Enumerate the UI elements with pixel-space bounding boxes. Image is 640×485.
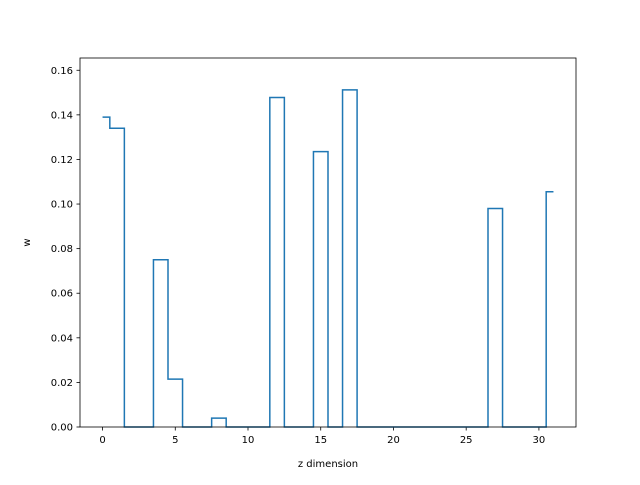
plot-frame [79,57,577,428]
y-tick-label: 0.10 [51,200,73,211]
y-tick-label: 0.08 [51,244,73,255]
y-axis-label: w [22,238,33,246]
x-tick-label: 5 [172,435,178,446]
x-tick-label: 15 [314,435,327,446]
x-tick-label: 30 [533,435,546,446]
y-tick-label: 0.16 [51,66,73,77]
y-tick-label: 0.04 [51,333,73,344]
y-tick-label: 0.06 [51,289,73,300]
x-tick-label: 25 [460,435,473,446]
y-axis-ticks: 0.00 0.02 0.04 0.06 0.08 0.10 0.12 0.14 0.16 [51,66,80,434]
x-tick-label: 20 [387,435,400,446]
y-tick-label: 0.00 [51,423,73,434]
x-axis-label: z dimension [298,459,358,470]
y-tick-label: 0.14 [51,110,73,121]
x-tick-label: 10 [242,435,255,446]
y-tick-label: 0.02 [51,378,73,389]
x-tick-label: 0 [99,435,105,446]
y-tick-label: 0.12 [51,155,73,166]
